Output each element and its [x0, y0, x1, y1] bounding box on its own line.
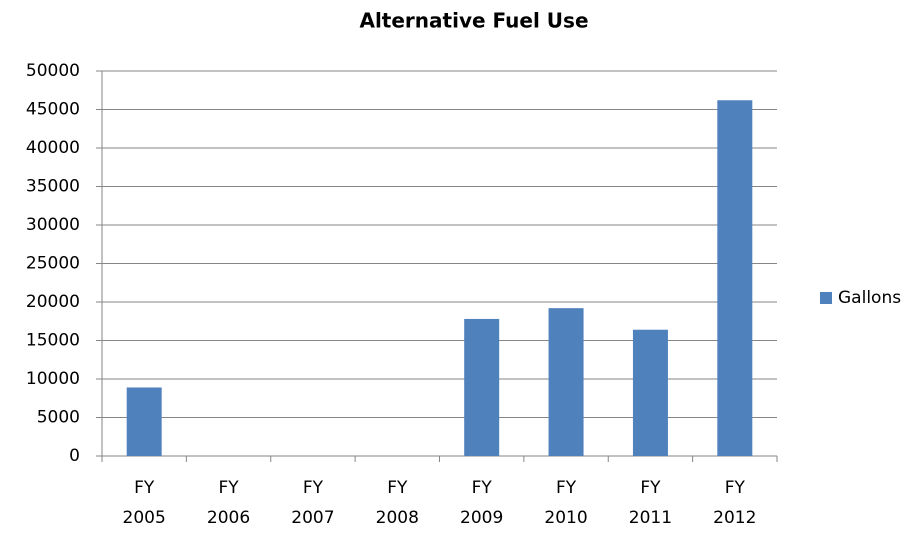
bar — [126, 387, 162, 456]
x-tick-label: FY 2008 — [375, 478, 419, 528]
y-tick-label: 50000 — [26, 61, 80, 81]
y-tick-label: 10000 — [26, 369, 80, 389]
x-tick-label: FY 2011 — [628, 478, 673, 528]
y-tick-label: 0 — [69, 446, 80, 466]
bar — [548, 308, 584, 456]
bar — [717, 100, 753, 456]
x-tick-label: FY 2012 — [713, 478, 757, 528]
bar — [632, 329, 668, 456]
y-tick-label: 30000 — [26, 215, 80, 235]
legend-swatch — [820, 292, 832, 304]
chart-title: Alternative Fuel Use — [359, 9, 588, 33]
y-tick-label: 25000 — [26, 254, 80, 274]
legend-label: Gallons — [838, 288, 901, 308]
x-tick-label: FY 2010 — [544, 478, 588, 528]
x-tick-label: FY 2005 — [122, 478, 166, 528]
bar — [464, 318, 500, 456]
x-tick-label: FY 2007 — [291, 478, 335, 528]
y-tick-label: 20000 — [26, 292, 80, 312]
x-tick-label: FY 2009 — [460, 478, 504, 528]
y-tick-label: 35000 — [26, 177, 80, 197]
y-tick-label: 45000 — [26, 100, 80, 120]
y-tick-label: 15000 — [26, 331, 80, 351]
y-tick-label: 5000 — [37, 408, 80, 428]
y-tick-label: 40000 — [26, 138, 80, 158]
x-tick-label: FY 2006 — [206, 478, 251, 528]
